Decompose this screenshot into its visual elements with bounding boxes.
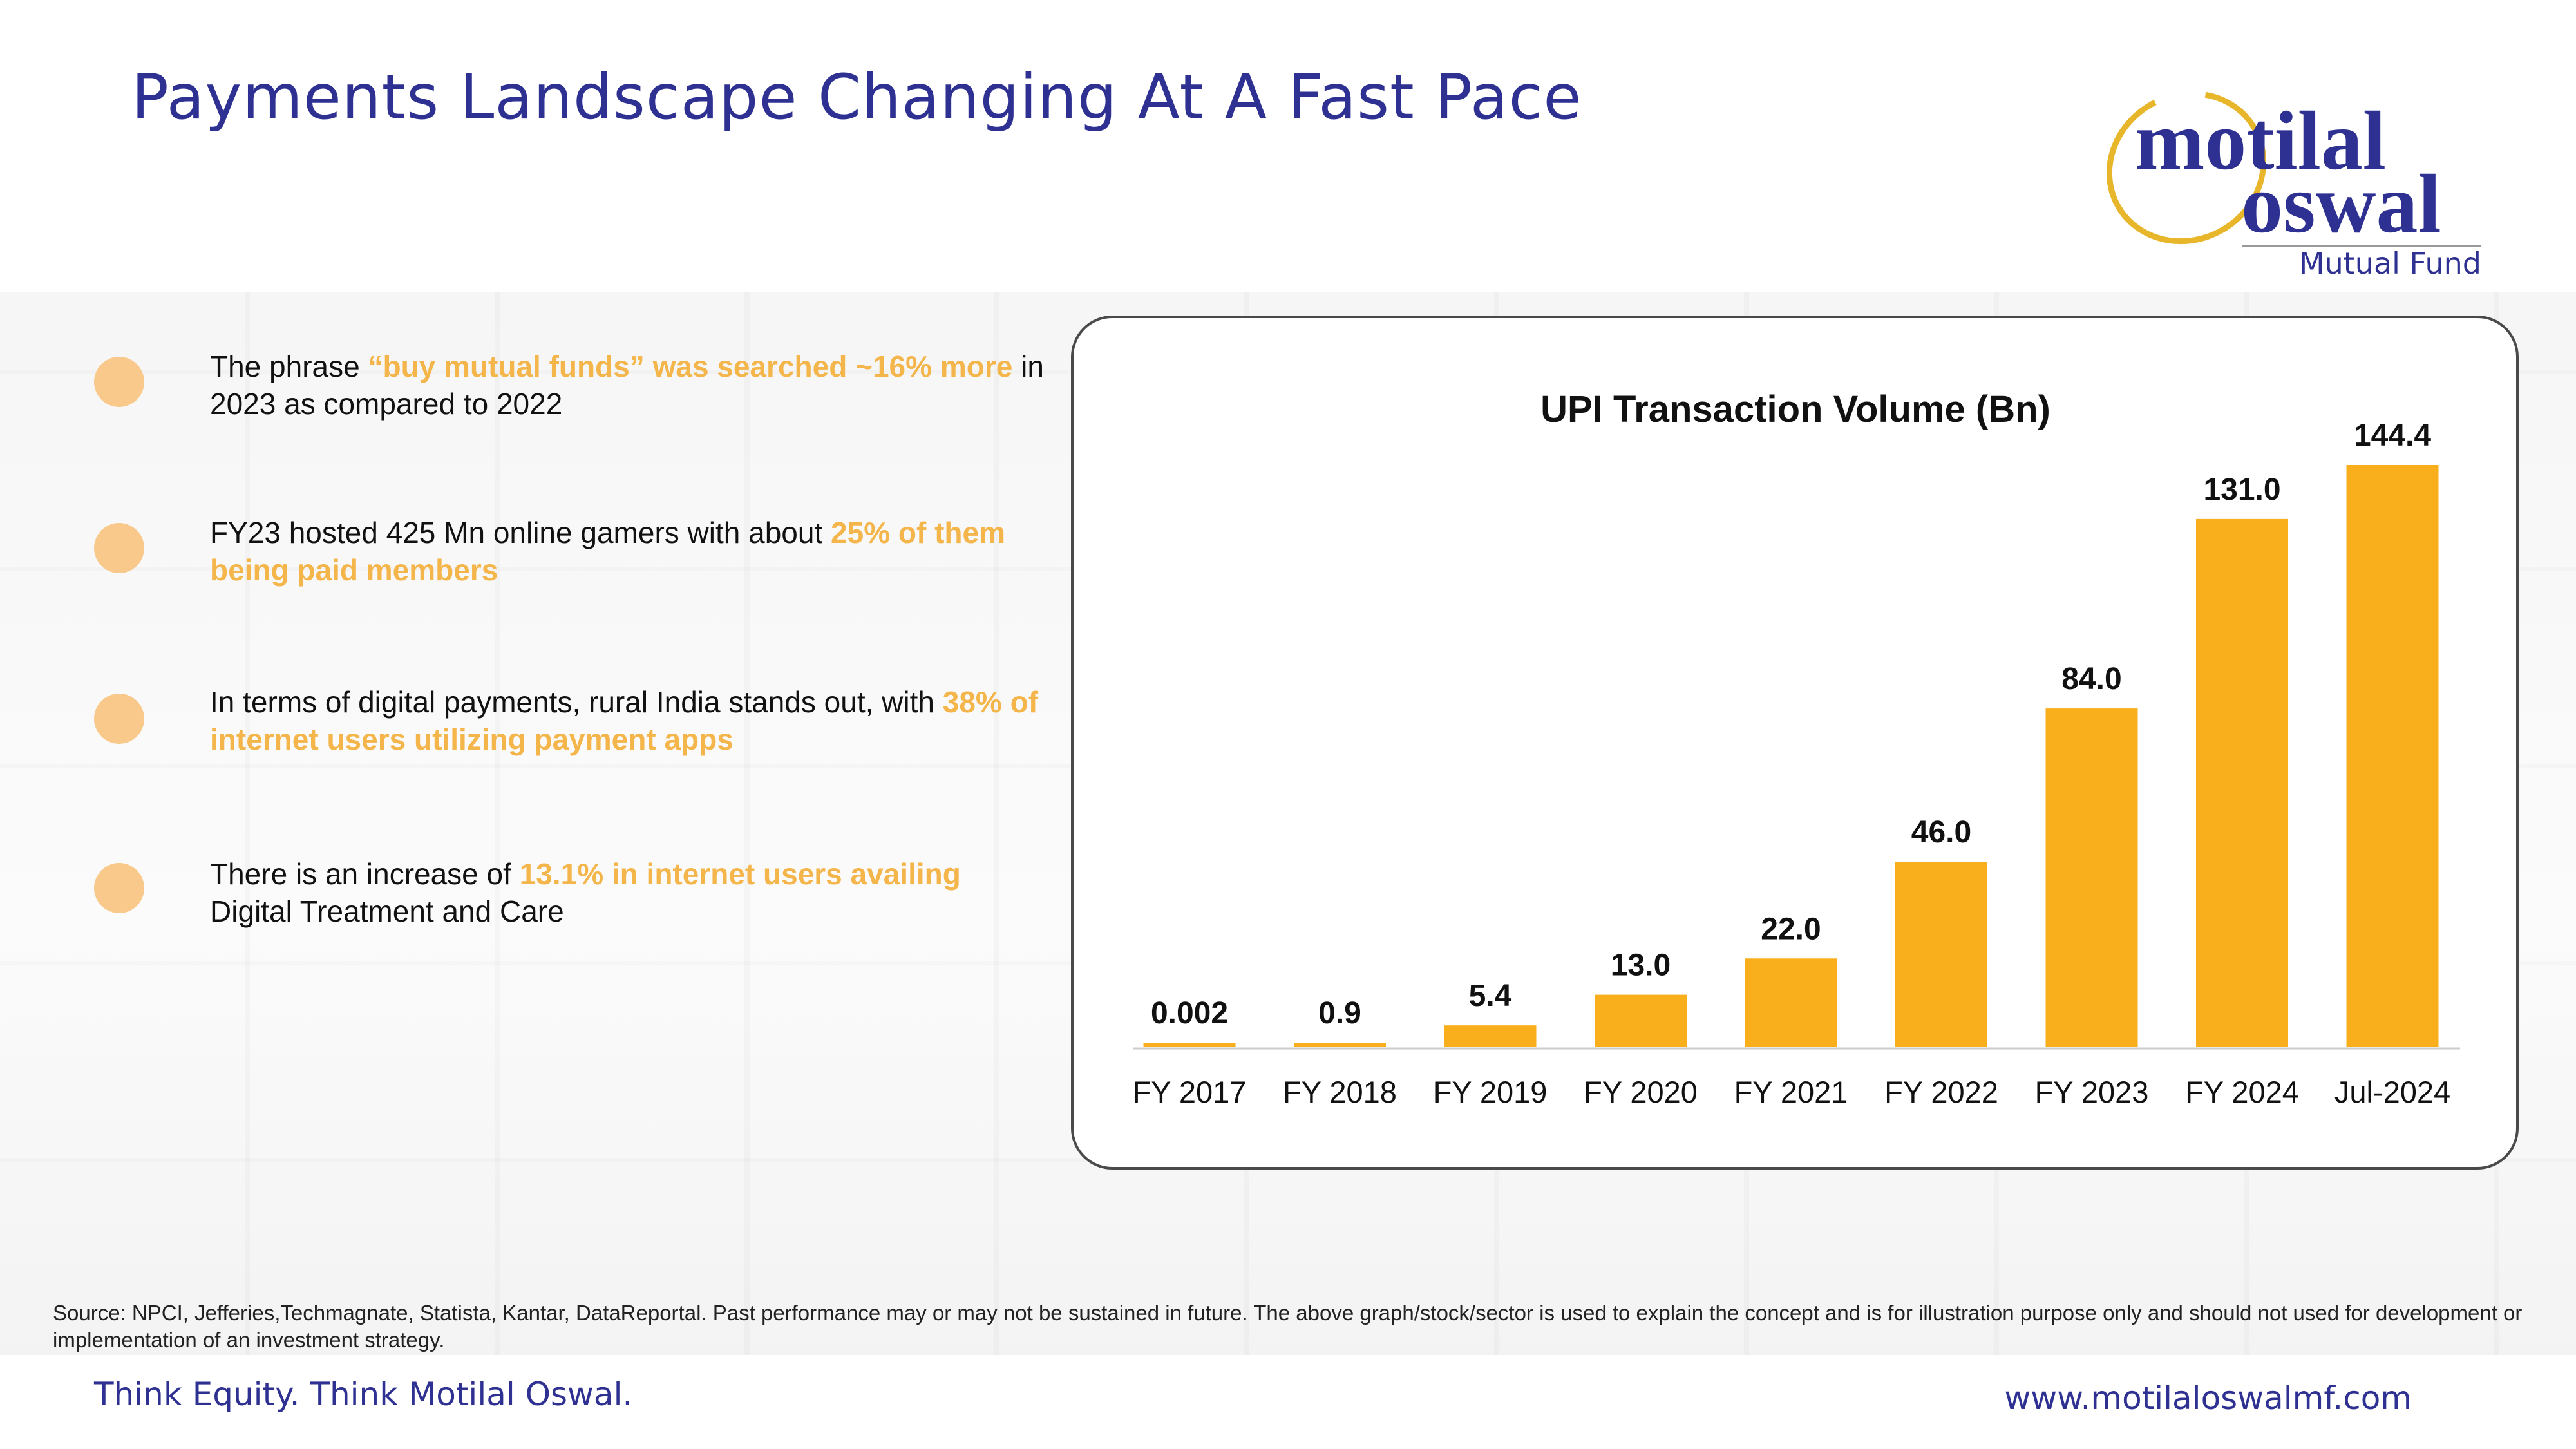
page-title: Payments Landscape Changing At A Fast Pa… — [131, 61, 1582, 133]
bullet-text: There is an increase of 13.1% in interne… — [210, 855, 1047, 930]
data-label: 5.4 — [1469, 979, 1512, 1013]
x-tick-label: FY 2018 — [1283, 1075, 1397, 1109]
plain-text: Digital Treatment and Care — [210, 895, 564, 928]
bar-fy-2023 — [2045, 708, 2138, 1047]
x-tick-label: FY 2020 — [1584, 1075, 1698, 1109]
source-note: Source: NPCI, Jefferies,Techmagnate, Sta… — [53, 1301, 2523, 1352]
highlight-text: 13.1% in internet users availing — [519, 857, 961, 891]
plain-text: The phrase — [210, 350, 368, 383]
bullet-dot-icon — [94, 523, 144, 573]
motilal-oswal-logo: motilal oswal Mutual Fund — [2096, 71, 2483, 281]
plain-text: in 2023 as compared to 2022 — [210, 350, 1044, 421]
chart-title: UPI Transaction Volume (Bn) — [1540, 388, 2050, 430]
bullet-dot-icon — [94, 357, 144, 407]
bar-fy-2019 — [1444, 1025, 1537, 1047]
logo-line2: oswal — [2241, 158, 2441, 251]
data-label: 84.0 — [2061, 662, 2121, 696]
data-label: 0.002 — [1151, 996, 1228, 1030]
x-tick-label: FY 2024 — [2185, 1075, 2299, 1109]
bullet-text: The phrase “buy mutual funds” was search… — [210, 348, 1047, 422]
footer-slogan: Think Equity. Think Motilal Oswal. — [94, 1376, 633, 1413]
data-label: 0.9 — [1318, 996, 1361, 1030]
x-tick-label: FY 2021 — [1734, 1075, 1848, 1109]
bar-fy-2022 — [1895, 862, 1987, 1047]
bullet-dot-icon — [94, 863, 144, 913]
data-label: 13.0 — [1611, 949, 1671, 983]
bar-fy-2017 — [1143, 1043, 1236, 1047]
logo-line1: motilal — [2135, 95, 2386, 187]
bar-fy-2018 — [1294, 1043, 1386, 1047]
x-tick-label: FY 2019 — [1434, 1075, 1548, 1109]
bar-jul-2024 — [2346, 465, 2439, 1047]
data-label: 46.0 — [1911, 815, 1971, 849]
data-label: 22.0 — [1761, 912, 1821, 946]
highlight-text: 38% of internet users utilizing payment … — [210, 685, 1039, 756]
bar-fy-2024 — [2196, 518, 2288, 1047]
x-tick-label: Jul-2024 — [2334, 1075, 2450, 1109]
highlight-text: 25% of them being paid members — [210, 516, 1005, 587]
plain-text: There is an increase of — [210, 857, 520, 891]
logo-line3: Mutual Fund — [2299, 246, 2481, 277]
x-tick-label: FY 2017 — [1133, 1075, 1247, 1109]
plain-text: In terms of digital payments, rural Indi… — [210, 685, 943, 719]
x-tick-label: FY 2023 — [2035, 1075, 2149, 1109]
data-label: 131.0 — [2203, 473, 2280, 507]
highlight-text: “buy mutual funds” was searched ~16% mor… — [368, 350, 1013, 383]
plain-text: FY23 hosted 425 Mn online gamers with ab… — [210, 516, 831, 549]
bar-fy-2021 — [1745, 958, 1837, 1047]
bullet-text: In terms of digital payments, rural Indi… — [210, 683, 1047, 758]
bar-fy-2020 — [1595, 994, 1687, 1047]
data-label: 144.4 — [2354, 419, 2431, 453]
bullet-text: FY23 hosted 425 Mn online gamers with ab… — [210, 514, 1047, 589]
x-tick-label: FY 2022 — [1884, 1075, 1998, 1109]
website-link[interactable]: www.motilaloswalmf.com — [2004, 1379, 2412, 1417]
bullet-dot-icon — [94, 694, 144, 744]
